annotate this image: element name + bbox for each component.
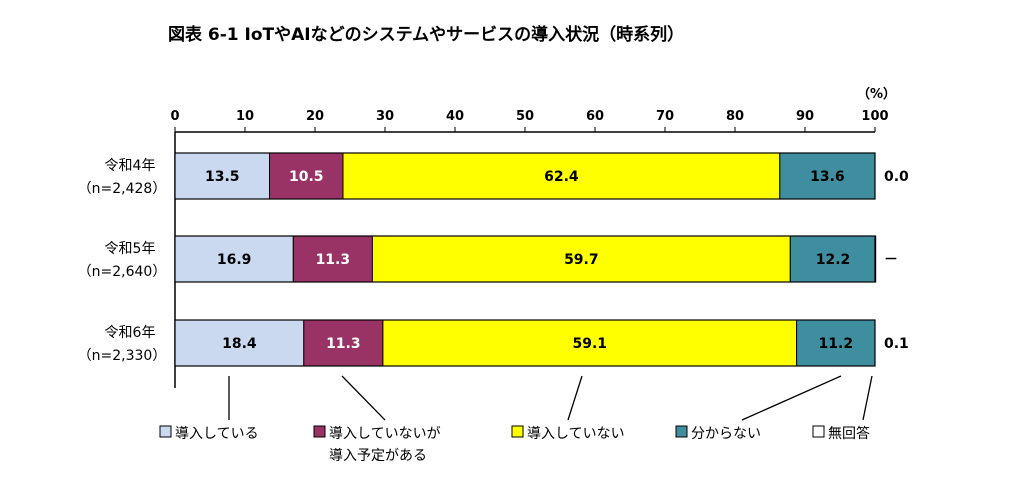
legend-label: 導入している: [175, 426, 259, 442]
bar-segment: [382, 319, 798, 367]
data-label: 11.2: [819, 336, 854, 352]
bar-segment: [789, 235, 877, 283]
data-label: 11.3: [316, 252, 351, 268]
bar-outline: [174, 319, 876, 367]
legend-swatch: [675, 425, 688, 438]
bar-segment: [292, 235, 373, 283]
category-label: 令和5年: [105, 241, 156, 257]
category-label: 令和6年: [105, 325, 156, 341]
category-label: 令和4年: [105, 158, 156, 174]
x-tick-label: 50: [516, 109, 534, 124]
legend-label: 導入予定がある: [329, 448, 427, 464]
callout-line: [567, 375, 583, 421]
data-label: 16.9: [217, 252, 252, 268]
x-tick-label: 70: [656, 109, 674, 124]
legend-label: 導入していないが: [329, 426, 441, 442]
x-axis: 0 10 20 30 40 50 60 70 80 90 100: [170, 109, 889, 388]
data-label: 18.4: [222, 336, 257, 352]
x-tick-label: 10: [236, 109, 254, 124]
legend-label: 無回答: [828, 425, 870, 442]
data-label: 12.2: [816, 252, 851, 268]
category-n-label: （n=2,330）: [78, 348, 167, 364]
category-n-label: （n=2,428）: [78, 181, 167, 197]
callout-line: [341, 375, 386, 421]
data-label: 10.5: [289, 169, 324, 185]
data-label: 11.3: [326, 336, 361, 352]
bar-segment: [303, 319, 384, 367]
x-tick-label: 60: [586, 109, 604, 124]
no-answer-label: －: [884, 252, 898, 268]
legend-swatch: [511, 425, 524, 438]
x-tick-label: 0: [170, 109, 179, 124]
x-tick-label: 90: [796, 109, 814, 124]
legend-callout-lines: [228, 375, 873, 421]
bar-segment: [174, 235, 294, 283]
legend-swatch: [313, 425, 326, 438]
bar-segment: [342, 152, 781, 200]
data-label: 62.4: [544, 169, 579, 185]
x-tick-label: 100: [861, 109, 888, 124]
callout-line: [862, 375, 873, 421]
bars: 13.5 10.5 62.4 13.6 0.0 16.9 11.3 59.7 12.2 － 18.4…: [174, 152, 909, 367]
data-label: 13.6: [810, 169, 845, 185]
category-n-label: （n=2,640）: [78, 264, 167, 280]
no-answer-label: 0.1: [884, 336, 909, 352]
chart-title: 図表 6-1 IoTやAIなどのシステムやサービスの導入状況（時系列）: [168, 24, 684, 45]
x-tick-label: 20: [306, 109, 324, 124]
legend-label: 分からない: [691, 426, 761, 442]
callout-line: [741, 375, 842, 421]
legend-swatch: [159, 425, 172, 438]
legend-swatch: [812, 425, 825, 438]
no-answer-label: 0.0: [884, 169, 909, 185]
unit-label: （%）: [857, 86, 896, 102]
x-tick-label: 40: [446, 109, 464, 124]
x-tick-label: 80: [726, 109, 744, 124]
bar-segment: [371, 235, 791, 283]
legend-label: 導入していない: [527, 426, 625, 442]
bar-outline: [174, 235, 876, 283]
data-label: 59.1: [572, 336, 607, 352]
data-label: 13.5: [205, 169, 240, 185]
data-label: 59.7: [564, 252, 599, 268]
category-labels: 令和4年 （n=2,428） 令和5年 （n=2,640） 令和6年 （n=2,330）: [78, 158, 167, 364]
x-tick-label: 30: [376, 109, 394, 124]
bar-outline: [174, 152, 876, 200]
